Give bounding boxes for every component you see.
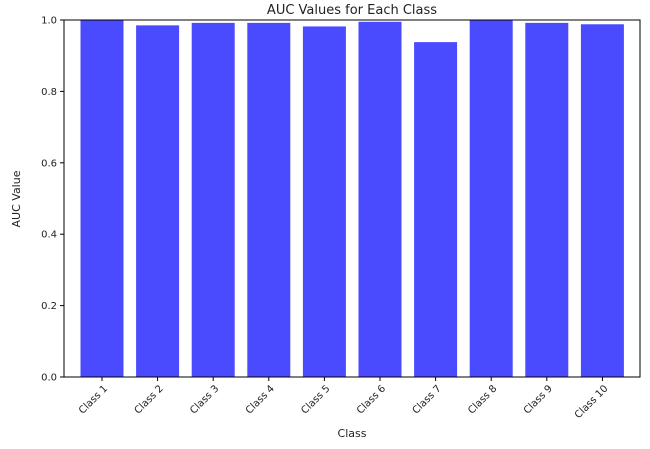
- chart-title: AUC Values for Each Class: [267, 3, 437, 18]
- bar-8: [469, 20, 513, 377]
- y-tick-label: 0.0: [41, 373, 57, 384]
- bar-4: [247, 22, 291, 378]
- x-tick-label: Class 6: [355, 383, 388, 416]
- bar-7: [414, 42, 458, 377]
- bar-2: [136, 25, 180, 378]
- x-tick-label: Class 2: [133, 383, 166, 416]
- y-tick-label: 0.6: [41, 158, 57, 169]
- axes-layer: [63, 19, 641, 378]
- y-tick-label: 0.8: [41, 87, 57, 98]
- y-tick-label: 0.2: [41, 301, 57, 312]
- bars-layer: [80, 20, 624, 378]
- bar-5: [302, 26, 346, 378]
- x-axis-ticks: Class 1 Class 2 Class 3 Class 4 Class 5 Class…: [77, 377, 611, 421]
- x-axis-label: Class: [338, 427, 367, 440]
- x-tick-label: Class 3: [188, 383, 221, 416]
- bar-10: [580, 24, 624, 378]
- x-tick-label: Class 1: [77, 383, 110, 416]
- x-tick-label: Class 5: [299, 383, 332, 416]
- bar-1: [80, 20, 124, 377]
- y-axis-label: AUC Value: [10, 170, 23, 227]
- x-tick-label: Class 4: [244, 383, 277, 416]
- x-tick-label: Class 7: [411, 383, 444, 416]
- x-tick-label: Class 10: [573, 383, 611, 421]
- y-tick-label: 0.4: [41, 230, 57, 241]
- bar-9: [525, 22, 569, 378]
- x-tick-label: Class 9: [522, 383, 555, 416]
- x-tick-label: Class 8: [466, 383, 499, 416]
- bar-3: [191, 22, 235, 378]
- plot-area-frame: [63, 19, 641, 378]
- y-tick-label: 1.0: [41, 16, 57, 27]
- bar-6: [358, 21, 402, 377]
- y-axis-ticks: 0.0 0.2 0.4 0.6 0.8 1.0: [41, 16, 64, 384]
